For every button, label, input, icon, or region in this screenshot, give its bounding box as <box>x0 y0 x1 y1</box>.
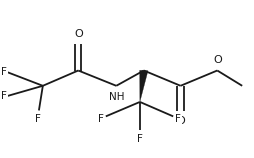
Text: F: F <box>35 114 41 124</box>
Text: F: F <box>98 114 104 124</box>
Text: F: F <box>175 114 181 124</box>
Text: O: O <box>176 115 185 125</box>
Text: F: F <box>1 91 7 101</box>
Text: O: O <box>74 29 83 39</box>
Text: F: F <box>1 67 7 77</box>
Text: NH: NH <box>108 92 124 102</box>
Text: O: O <box>213 55 222 65</box>
Text: F: F <box>137 134 143 144</box>
Polygon shape <box>140 70 148 102</box>
